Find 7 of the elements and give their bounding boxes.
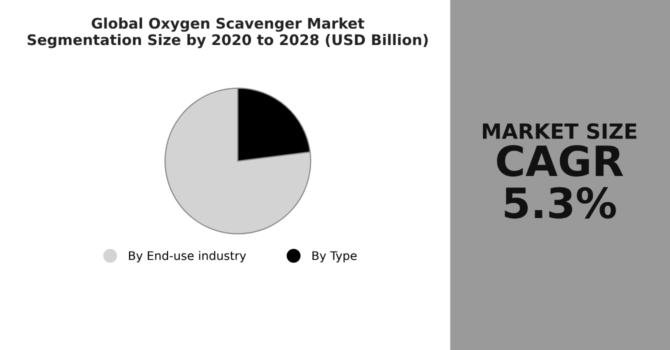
pie-slice bbox=[164, 88, 312, 234]
text: MARKET SIZE bbox=[482, 123, 636, 140]
text: 5.3% bbox=[504, 187, 616, 219]
text: CAGR bbox=[496, 145, 624, 177]
chart-title: Global Oxygen Scavenger Market Segmentation Size by 2020 to 2028 (USD Billion) bbox=[28, 18, 428, 48]
legend-label: By Type bbox=[312, 251, 357, 262]
legend-label: By End-use industry bbox=[129, 250, 246, 262]
